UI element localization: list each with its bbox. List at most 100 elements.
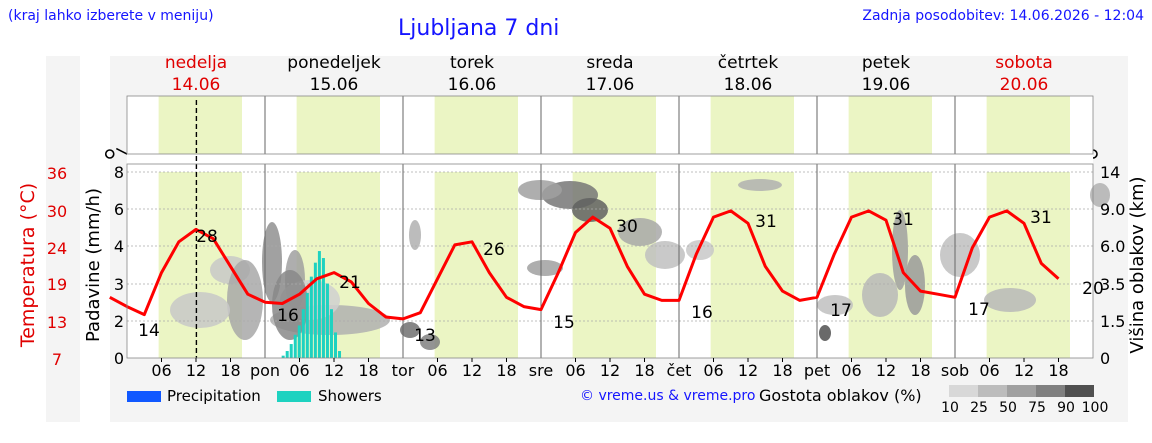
cloud-scale-label: 100	[1081, 400, 1109, 416]
shower-bar	[293, 334, 297, 358]
shower-bar	[281, 355, 285, 358]
hour-tick-label: 18	[772, 361, 792, 380]
temperature-label: 21	[339, 273, 361, 293]
day-date: 19.06	[862, 75, 911, 95]
temperature-label: 14	[138, 321, 160, 341]
hour-tick-label: 12	[186, 361, 206, 380]
shower-bar	[338, 351, 342, 358]
precipitation-legend: Precipitation	[167, 387, 261, 405]
precipitation-tick: 0	[114, 349, 124, 368]
cloud-blob	[400, 322, 420, 338]
page-title: Ljubljana 7 dni	[398, 16, 560, 41]
temperature-label: 17	[830, 301, 852, 321]
daylight-band	[158, 96, 242, 154]
cloud-blob	[817, 295, 853, 315]
daylight-band	[434, 96, 518, 154]
hour-tick-label: 06	[151, 361, 171, 380]
cloud-scale-label: 25	[970, 400, 988, 416]
temperature-label: 28	[196, 227, 218, 247]
day-name: četrtek	[718, 53, 779, 73]
temperature-label: 16	[691, 303, 713, 323]
shower-bar	[309, 276, 313, 358]
shower-bar	[334, 332, 337, 358]
daylight-band	[296, 96, 380, 154]
hour-tick-label: 12	[738, 361, 758, 380]
precipitation-tick: 4	[114, 237, 124, 256]
hour-tick-label: 18	[496, 361, 516, 380]
temperature-tick: 36	[47, 164, 67, 183]
shower-bar	[289, 344, 293, 358]
hour-tick-label: 18	[910, 361, 930, 380]
cloud-scale-10	[949, 385, 978, 397]
precipitation-tick: 2	[114, 312, 124, 331]
day-abbr-label: pon	[250, 361, 280, 380]
copyright-link[interactable]: © vreme.us & vreme.pro	[580, 388, 756, 404]
temperature-label: 13	[414, 326, 436, 346]
cloud-blob	[272, 270, 308, 340]
temperature-label: 17	[968, 300, 990, 320]
temperature-tick: 30	[47, 202, 67, 221]
shower-bar	[285, 351, 289, 358]
hour-tick-label: 06	[565, 361, 585, 380]
cloud-blob	[170, 292, 230, 328]
temperature-tick: 24	[47, 239, 67, 258]
cloud-blob	[420, 334, 440, 350]
day-date: 14.06	[172, 75, 221, 95]
shower-bar	[317, 251, 321, 358]
cloud-height-tick: 0	[1100, 349, 1110, 368]
daylight-band	[434, 172, 518, 358]
icon-strip-border	[126, 95, 1094, 155]
cloud-scale-label: 50	[999, 400, 1017, 416]
cloud-blob	[409, 220, 421, 250]
daylight-band	[572, 96, 656, 154]
day-abbr-label: sre	[529, 361, 553, 380]
cloud-density-title: Gostota oblakov (%)	[759, 386, 922, 405]
cloud-scale-label: 90	[1057, 400, 1075, 416]
shower-bar	[325, 283, 329, 358]
hour-tick-label: 18	[1048, 361, 1068, 380]
hour-tick-label: 06	[289, 361, 309, 380]
cloud-blob	[618, 218, 662, 246]
shower-bar	[313, 262, 317, 358]
temperature-label: 31	[892, 210, 914, 230]
region-hint[interactable]: (kraj lahko izberete v meniju)	[8, 8, 214, 24]
hour-tick-label: 18	[220, 361, 240, 380]
day-name: sreda	[586, 53, 633, 73]
wind-calm-icon	[104, 149, 115, 159]
day-abbr-label: pet	[804, 361, 830, 380]
daylight-band	[986, 96, 1070, 154]
shower-bar	[305, 292, 309, 358]
day-name: torek	[450, 53, 494, 73]
cloud-blob	[518, 180, 562, 200]
cloud-blob	[1090, 183, 1110, 207]
temperature-label: 26	[483, 240, 505, 260]
temperature-line	[109, 209, 1060, 321]
day-date: 18.06	[724, 75, 773, 95]
cloud-height-axis-label: Višina oblakov (km)	[1127, 176, 1148, 353]
hour-tick-label: 12	[876, 361, 896, 380]
day-abbr-label: tor	[392, 361, 415, 380]
hour-tick-label: 06	[427, 361, 447, 380]
temperature-label: 31	[1030, 208, 1052, 228]
cloud-blob	[819, 325, 831, 341]
precipitation-swatch	[127, 391, 161, 402]
day-date: 15.06	[310, 75, 359, 95]
cloud-scale-25	[978, 385, 1007, 397]
shower-bar	[301, 309, 305, 358]
hour-tick-label: 12	[324, 361, 344, 380]
shower-bar	[321, 258, 325, 358]
cloud-height-tick: 1.5	[1100, 312, 1125, 331]
cloud-scale-90	[1065, 385, 1094, 397]
temperature-label: 31	[755, 212, 777, 232]
day-name: petek	[862, 53, 910, 73]
cloud-scale-label: 75	[1028, 400, 1046, 416]
cloud-blob	[645, 241, 685, 269]
day-abbr-label: čet	[667, 361, 692, 380]
day-date: 17.06	[586, 75, 635, 95]
showers-swatch	[277, 391, 311, 402]
cloud-blob	[227, 260, 263, 340]
cloud-blob	[572, 198, 608, 222]
cloud-blob	[686, 240, 714, 260]
hour-tick-label: 06	[703, 361, 723, 380]
